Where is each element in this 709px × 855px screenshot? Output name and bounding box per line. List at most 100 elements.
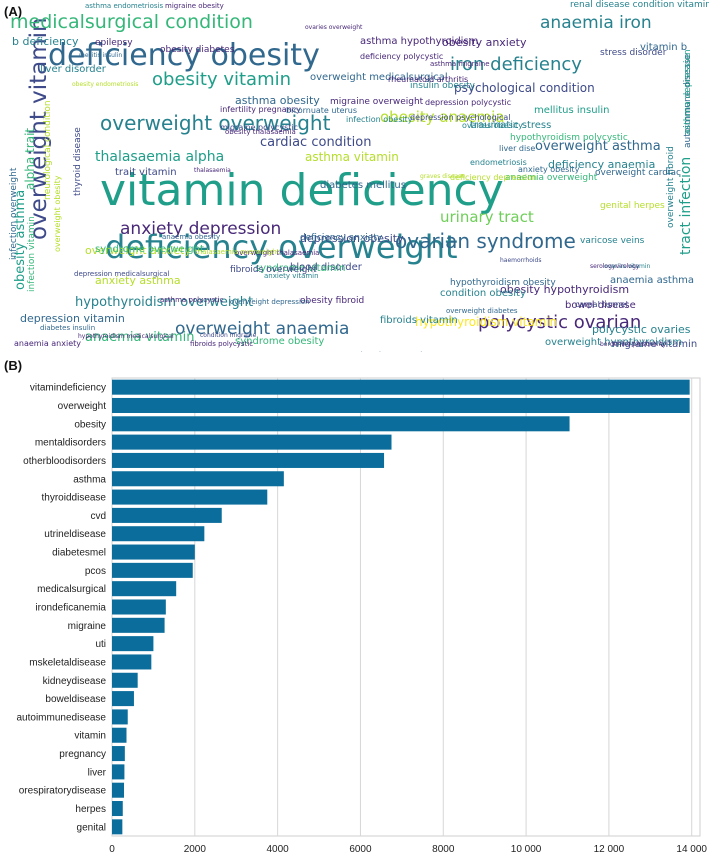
panel-b-label: (B) [4,358,23,373]
word-cloud-word: genital herpes [600,201,665,211]
bar [112,471,284,487]
word-cloud-word: thalasaemia overweight [195,248,280,256]
word-cloud-word: depression medicalsurgical [74,270,169,278]
bar [112,452,385,468]
word-cloud-word: epilepsy [95,38,133,48]
word-cloud-word: infertility pregnancy [220,105,301,114]
y-tick-label: pregnancy [59,749,106,760]
y-tick-label: overweight [58,401,107,412]
word-cloud-word: cardiac condition [260,135,371,150]
y-tick-label: mskeletaldisease [29,657,106,668]
word-cloud-word: overweight asthma [535,139,661,154]
word-cloud-word: infection overweight [9,167,19,260]
word-cloud-word: syndrome obesity [235,336,324,347]
word-cloud-word: overweight hypothyroidism [545,337,682,348]
x-tick-label: 8000 [432,844,455,855]
word-cloud-word: haemorrhoids [500,257,541,264]
y-tick-label: medicalsurgical [37,584,106,595]
bar [112,672,138,688]
word-cloud-word: migraine polycystic [220,123,298,132]
word-cloud-word: anxiety depression [120,219,281,239]
word-cloud-word: overweight obesity [53,175,62,252]
bar [112,819,123,835]
bar [112,562,193,578]
word-cloud-word: psychological condition [454,81,595,95]
word-cloud-word: obesity vitamin [152,69,291,90]
word-cloud-word: tract infection [678,157,694,255]
word-cloud-word: overweight overweight [100,111,331,135]
word-cloud-word: asthma migraine [430,60,490,68]
x-tick-label: 2000 [184,844,207,855]
word-cloud-word: asthma vitamin [305,150,399,164]
word-cloud-word: obesity fibroid [300,296,364,306]
word-cloud-word: carpal tunnel [575,300,628,309]
x-tick-label: 0 [109,844,115,855]
word-cloud-word: graves disease [420,173,465,180]
word-cloud-word: anaemia iron [540,13,652,33]
word-cloud-word: deficiency anxiety [300,233,383,243]
y-tick-label: vitamindeficiency [30,383,106,394]
word-cloud-word: deficiency anaemia [548,158,655,171]
word-cloud-word: anaemia vitamin [85,330,194,345]
word-cloud-word: vitamin b [640,42,687,53]
y-tick-label: thyroiddisease [42,493,107,504]
word-cloud-word: condition obesity [440,288,526,299]
word-cloud-word: obesity endometriosis [72,81,138,88]
x-tick-label: 4000 [267,844,290,855]
word-cloud-word: diabetes insulin [40,324,95,332]
word-cloud-word: deficiency overweight [105,228,458,266]
word-cloud-word: liver disorder [40,64,107,75]
bar [112,397,690,413]
word-cloud-word: iron deficiency [450,54,582,75]
word-cloud-word: obesity hypothyroidism [500,283,629,296]
word-cloud-word: overweight medicalsurgical [310,72,448,83]
word-cloud-word: infection vitamin [27,216,37,292]
y-tick-label: autoimmunedisease [17,712,107,723]
word-cloud-word: liver dise [499,144,535,153]
y-tick-label: herpes [75,804,106,815]
word-cloud-word: overweight cardiac [595,168,681,178]
word-cloud-word: asthma polycystic [160,296,224,304]
x-tick-label: 12 000 [594,844,625,855]
word-cloud-word: hypothyroidism polycystic [510,133,628,143]
bar [112,526,205,542]
bar [112,489,268,505]
word-cloud-word: thrombocytopaenia [358,351,426,352]
word-cloud-word: anaemia obesity [162,233,220,241]
word-cloud-word: hypothyroidism vitamin [415,315,557,329]
bar-chart: 0 2000 4000 6000 8000 10 000 12 000 14 000 vitam… [17,377,707,855]
word-cloud-word: overweight diabetes [446,307,518,315]
bar [112,416,570,432]
word-cloud-word: depression polycystic [425,98,511,107]
word-cloud-word: infection obesity [346,115,413,124]
word-cloud-word: deficiency depression [450,173,537,182]
word-cloud-word: anaemia overweight [505,173,598,183]
word-cloud-word: overweight anaemia [175,319,349,339]
word-cloud-word: vitamin deficiency [100,165,504,216]
x-tick-label: 6000 [349,844,372,855]
word-cloud-word: asthma endometriosis [85,2,163,10]
word-cloud-word: fibroids vitamin [380,315,458,326]
word-cloud-word: depression psychological [410,113,510,122]
word-cloud-word: hypothyroidism obesity [450,278,556,288]
bar [112,434,392,450]
word-cloud-word: obesity asthma [13,190,28,290]
word-cloud-word: alpha trait [23,128,37,190]
word-cloud-word: hypothyroidism overweight [75,295,253,310]
y-tick-label: orespiratorydisease [19,786,107,797]
word-cloud-word: anxiety obesity [518,165,580,174]
word-cloud-word: ovaries overweight [305,24,363,31]
y-tick-label: otherbloodisorders [23,456,106,467]
word-cloud-word: asthma depression [683,49,693,135]
word-cloud-word: fibroids polycystic [190,340,253,348]
word-cloud-word: anaemia asthma [610,275,694,286]
bar [112,801,123,817]
word-cloud-word: stress disorder [600,48,667,58]
word-cloud-word: bicornuate uterus [286,106,357,115]
word-cloud-word: hypothyroidism medicalsurgical [78,333,174,340]
word-cloud-word: polycystic ovarian [478,312,641,333]
bar [112,727,127,743]
word-cloud-word: overweight vitamin [26,17,52,240]
word-cloud-word: anaemia anxiety [14,339,81,348]
